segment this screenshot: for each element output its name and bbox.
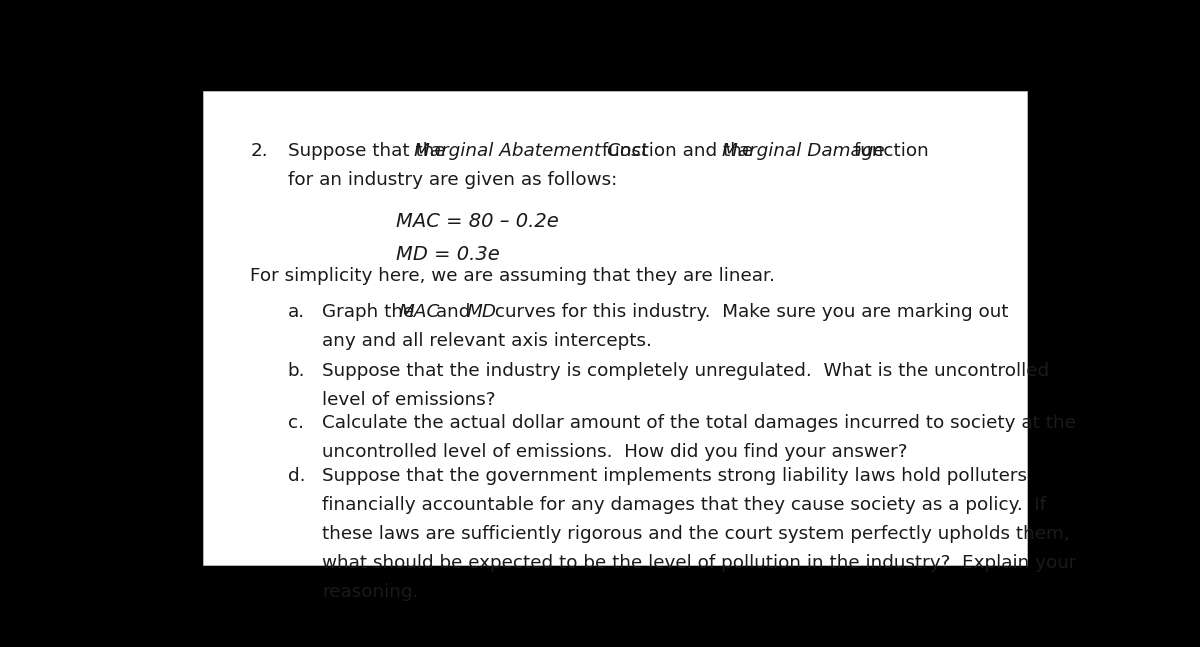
- Text: Suppose that the industry is completely unregulated.  What is the uncontrolled: Suppose that the industry is completely …: [322, 362, 1049, 380]
- Text: reasoning.: reasoning.: [322, 583, 419, 601]
- Text: any and all relevant axis intercepts.: any and all relevant axis intercepts.: [322, 332, 652, 350]
- Text: 2.: 2.: [251, 142, 268, 160]
- FancyBboxPatch shape: [203, 91, 1027, 565]
- Text: MD: MD: [466, 303, 496, 321]
- Text: d.: d.: [288, 467, 305, 485]
- Text: uncontrolled level of emissions.  How did you find your answer?: uncontrolled level of emissions. How did…: [322, 443, 907, 461]
- Text: curves for this industry.  Make sure you are marking out: curves for this industry. Make sure you …: [490, 303, 1009, 321]
- Text: function and the: function and the: [595, 142, 758, 160]
- Text: Graph the: Graph the: [322, 303, 420, 321]
- Text: For simplicity here, we are assuming that they are linear.: For simplicity here, we are assuming tha…: [251, 267, 775, 285]
- Text: c.: c.: [288, 414, 304, 432]
- Text: MD = 0.3e: MD = 0.3e: [396, 245, 500, 263]
- Text: Marginal Damage: Marginal Damage: [722, 142, 884, 160]
- Text: for an industry are given as follows:: for an industry are given as follows:: [288, 171, 617, 190]
- Text: Suppose that the government implements strong liability laws hold polluters: Suppose that the government implements s…: [322, 467, 1027, 485]
- Text: level of emissions?: level of emissions?: [322, 391, 496, 408]
- Text: Marginal Abatement Cost: Marginal Abatement Cost: [414, 142, 648, 160]
- Text: financially accountable for any damages that they cause society as a policy.  If: financially accountable for any damages …: [322, 496, 1046, 514]
- Text: and: and: [430, 303, 476, 321]
- Text: Calculate the actual dollar amount of the total damages incurred to society at t: Calculate the actual dollar amount of th…: [322, 414, 1076, 432]
- Text: MAC: MAC: [398, 303, 439, 321]
- Text: b.: b.: [288, 362, 305, 380]
- Text: these laws are sufficiently rigorous and the court system perfectly upholds them: these laws are sufficiently rigorous and…: [322, 525, 1069, 543]
- Text: what should be expected to be the level of pollution in the industry?  Explain y: what should be expected to be the level …: [322, 554, 1076, 572]
- Text: Suppose that the: Suppose that the: [288, 142, 451, 160]
- Text: MAC = 80 – 0.2e: MAC = 80 – 0.2e: [396, 212, 559, 231]
- Text: function: function: [848, 142, 929, 160]
- Text: a.: a.: [288, 303, 305, 321]
